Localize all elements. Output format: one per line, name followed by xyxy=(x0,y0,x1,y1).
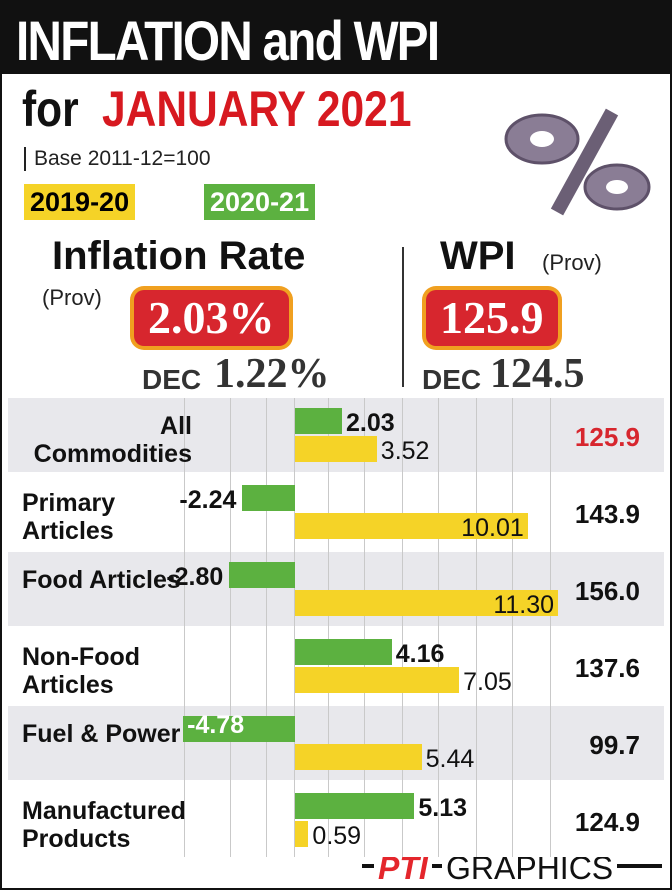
legend-entry: 2020-21 xyxy=(204,184,315,220)
value-label: 3.52 xyxy=(381,438,430,464)
subtitle: JANUARY 2021 xyxy=(102,80,411,138)
inflation-dec-value: 1.22% xyxy=(214,350,330,398)
wpi-value: 124.9 xyxy=(575,807,640,838)
legend-entry: 2019-20 xyxy=(24,184,135,220)
value-label: 2.03 xyxy=(346,410,395,436)
wpi-prov: (Prov) xyxy=(542,250,602,276)
value-label: 5.13 xyxy=(418,795,467,821)
bar xyxy=(242,485,294,511)
wpi-dec-value: 124.5 xyxy=(490,350,585,398)
wpi-value: 125.9 xyxy=(426,290,558,346)
category-label: Primary Articles xyxy=(22,489,192,545)
grid-line xyxy=(294,398,295,857)
grid-line xyxy=(550,398,551,857)
wpi-value: 137.6 xyxy=(575,653,640,684)
value-label: 10.01 xyxy=(461,515,524,541)
inflation-prov: (Prov) xyxy=(42,285,102,311)
category-label: Fuel & Power xyxy=(22,720,192,748)
divider xyxy=(402,247,404,387)
grid-line xyxy=(364,398,365,857)
grid-line xyxy=(438,398,439,857)
grid-line xyxy=(476,398,477,857)
bar xyxy=(295,793,415,819)
bar xyxy=(295,639,392,665)
bar xyxy=(229,562,294,588)
inflation-dec-label: DEC xyxy=(142,364,201,396)
value-label: -4.78 xyxy=(187,712,244,738)
base-note: Base 2011-12=100 xyxy=(24,147,211,171)
title: INFLATION and WPI xyxy=(16,8,438,73)
wpi-value: 143.9 xyxy=(575,499,640,530)
bar xyxy=(295,821,309,847)
grid-line xyxy=(266,398,267,857)
grid-line xyxy=(328,398,329,857)
grid-line xyxy=(230,398,231,857)
subtitle-prefix: for xyxy=(22,80,79,138)
value-label: 7.05 xyxy=(463,669,512,695)
category-label: All Commodities xyxy=(22,412,192,468)
bar xyxy=(295,436,377,462)
wpi-value: 125.9 xyxy=(575,422,640,453)
category-label: Manufactured Products xyxy=(22,797,192,853)
value-label: 4.16 xyxy=(396,641,445,667)
wpi-value: 156.0 xyxy=(575,576,640,607)
infographic: INFLATION and WPI for JANUARY 2021 Base … xyxy=(0,0,672,890)
wpi-dec-label: DEC xyxy=(422,364,481,396)
inflation-heading: Inflation Rate xyxy=(52,234,305,279)
grid-line xyxy=(512,398,513,857)
value-label: -2.80 xyxy=(166,564,223,590)
bar xyxy=(295,667,460,693)
percent-icon xyxy=(502,97,652,227)
value-label: 0.59 xyxy=(312,823,361,849)
wpi-heading: WPI xyxy=(440,234,516,279)
inflation-value: 2.03% xyxy=(134,290,289,346)
bar xyxy=(295,408,342,434)
grid-line xyxy=(402,398,403,857)
wpi-value: 99.7 xyxy=(589,730,640,761)
category-label: Non-Food Articles xyxy=(22,643,192,699)
bar xyxy=(295,744,422,770)
value-label: 5.44 xyxy=(426,746,475,772)
value-label: -2.24 xyxy=(179,487,236,513)
value-label: 11.30 xyxy=(493,592,554,618)
